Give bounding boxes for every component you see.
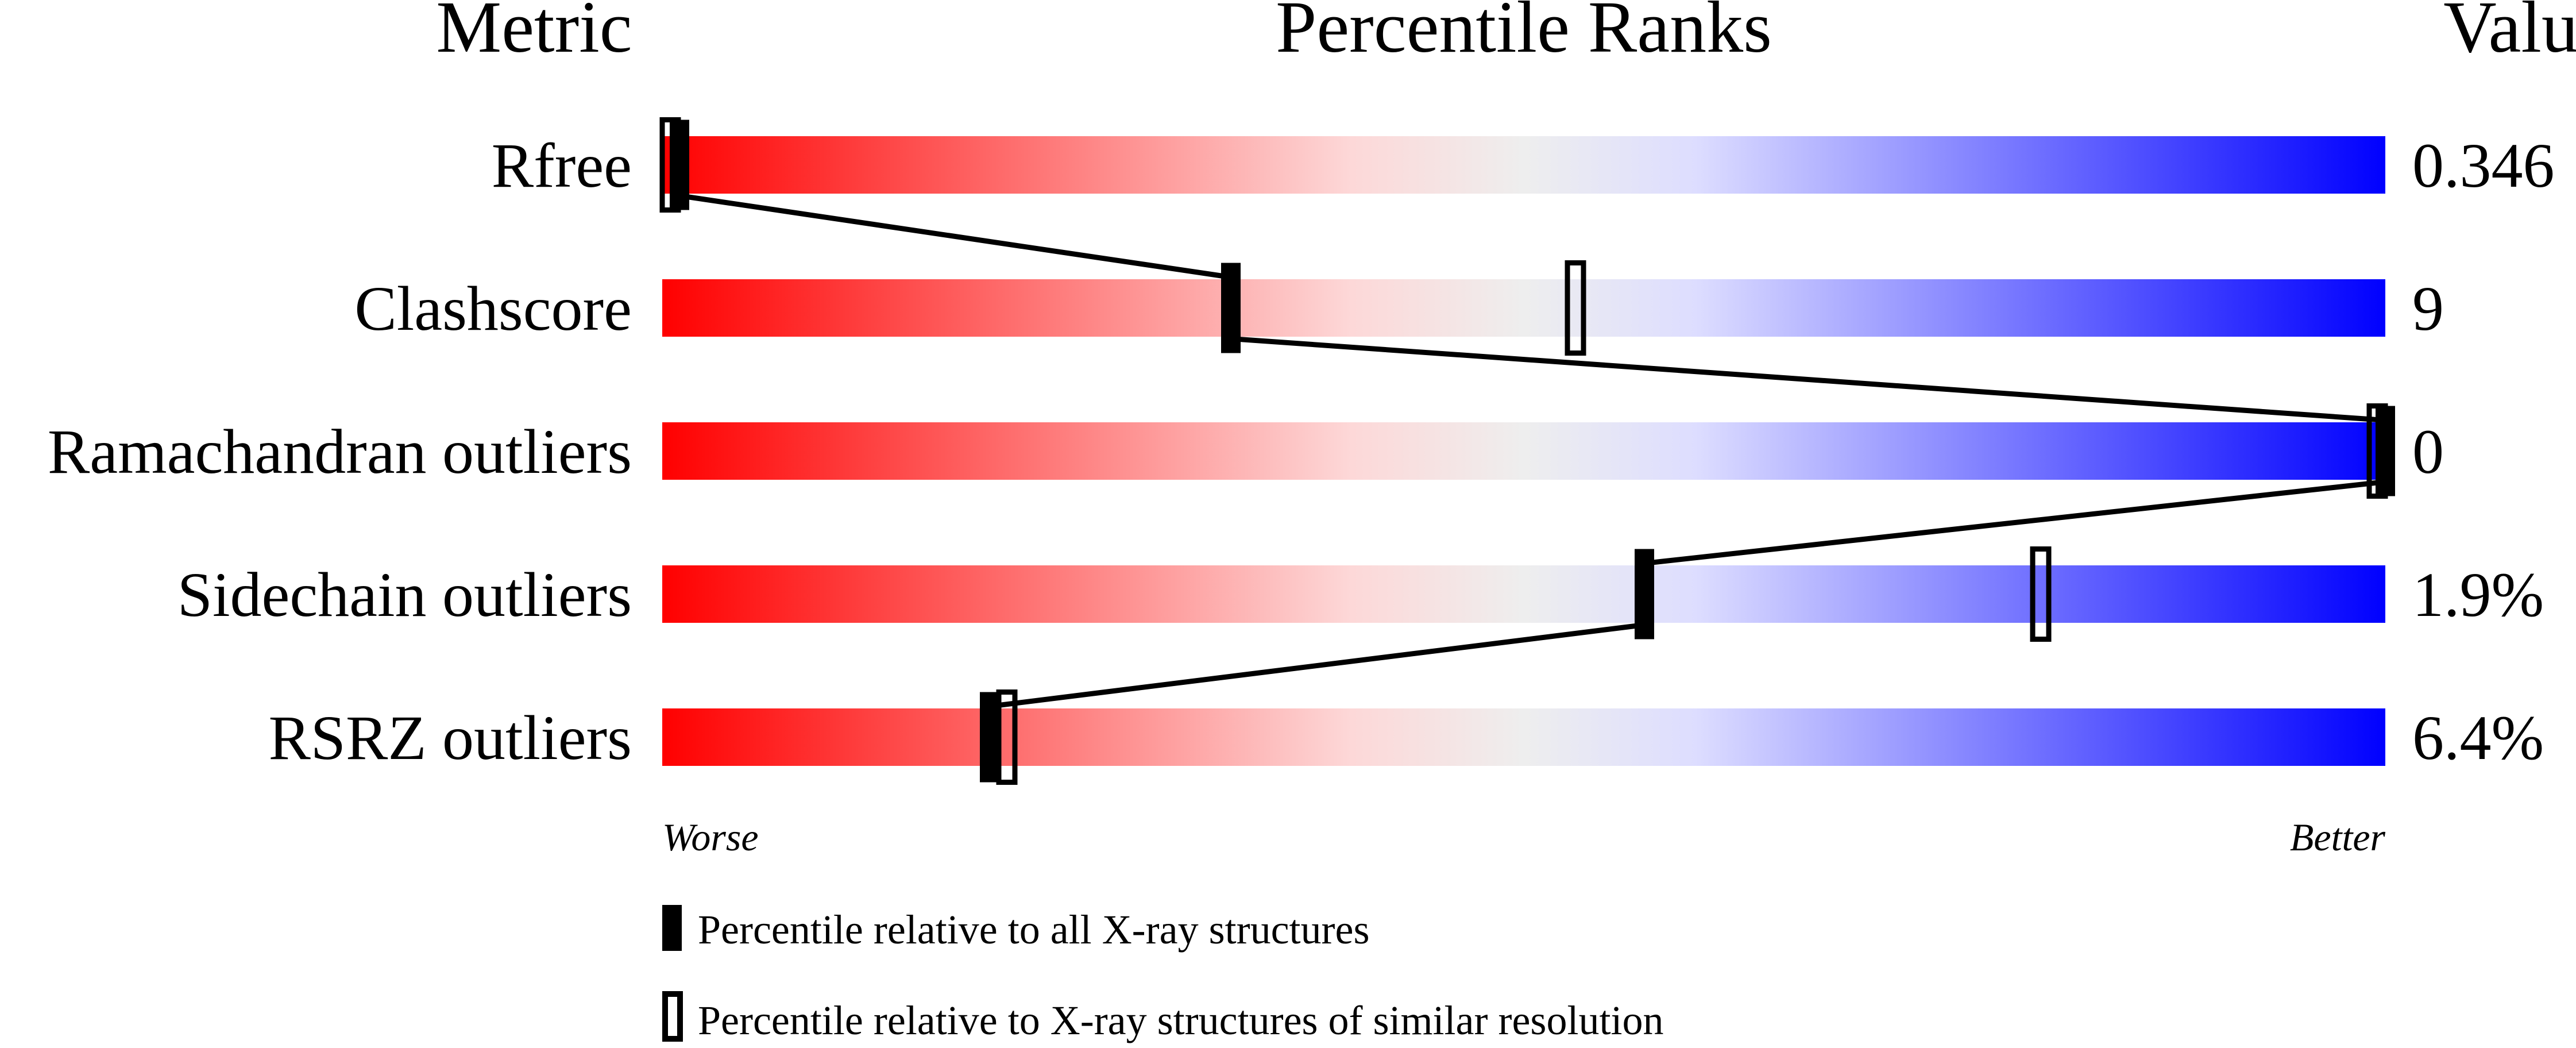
percentile-bar	[662, 708, 2385, 766]
connector-line	[1644, 479, 2386, 566]
metric-value: 0	[2412, 417, 2444, 487]
metric-value: 9	[2412, 273, 2444, 344]
worse-label: Worse	[662, 815, 759, 859]
metric-label: Rfree	[492, 130, 632, 201]
all-structures-marker	[1635, 549, 1654, 639]
legend-open-label: Percentile relative to X-ray structures …	[698, 997, 1663, 1043]
metric-label: Sidechain outliers	[177, 560, 632, 630]
legend-open-marker	[662, 991, 683, 1042]
percentile-bar	[662, 565, 2385, 623]
all-structures-marker	[670, 120, 689, 210]
better-label: Better	[2290, 815, 2386, 859]
header-percentile-ranks: Percentile Ranks	[1276, 0, 1772, 68]
metric-label: RSRZ outliers	[268, 703, 632, 773]
connector-line	[679, 193, 1231, 280]
percentile-bar	[662, 422, 2385, 480]
similar-resolution-marker	[2030, 546, 2052, 642]
metric-value: 1.9%	[2412, 560, 2544, 630]
connector-line	[1230, 336, 2386, 423]
legend-filled-marker	[662, 905, 682, 951]
metric-value: 6.4%	[2412, 703, 2544, 773]
legend-filled-label: Percentile relative to all X-ray structu…	[698, 907, 1370, 953]
similar-resolution-marker	[1565, 260, 1586, 356]
metric-label: Ramachandran outliers	[48, 417, 632, 487]
all-structures-marker	[1221, 263, 1241, 353]
all-structures-marker	[980, 692, 999, 783]
connector-line	[989, 622, 1645, 709]
header-metric: Metric	[436, 0, 632, 68]
metric-value: 0.346	[2412, 130, 2555, 201]
percentile-bar	[662, 279, 2385, 337]
all-structures-marker	[2376, 406, 2395, 496]
header-value: Value	[2443, 0, 2576, 68]
percentile-bar	[662, 136, 2385, 194]
metric-label: Clashscore	[354, 273, 632, 344]
